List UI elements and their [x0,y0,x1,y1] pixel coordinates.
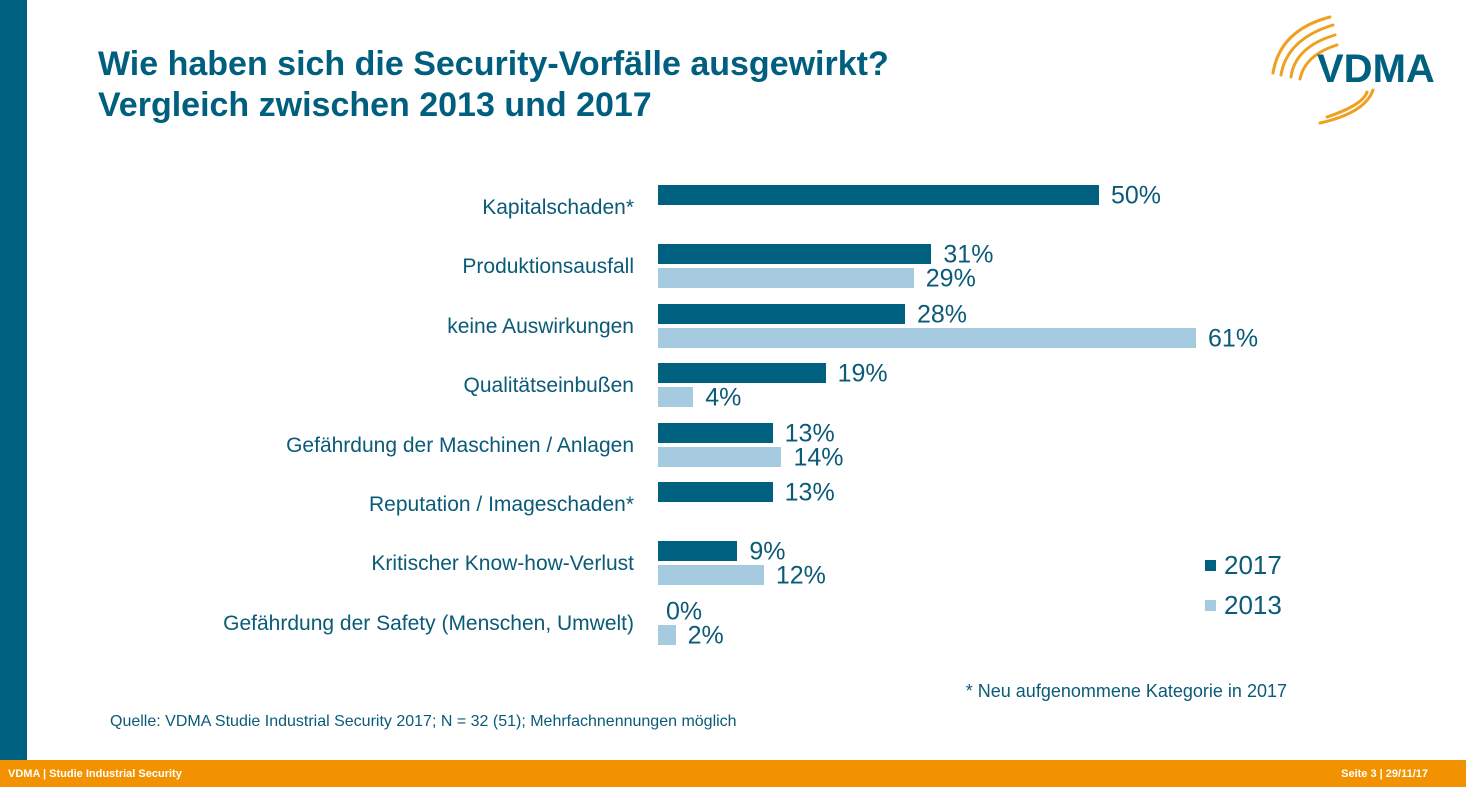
category-label: Qualitätseinbußen [463,374,634,398]
bar-2017 [658,482,773,502]
footer-bar: VDMA | Studie Industrial Security Seite … [0,760,1466,787]
page-title: Wie haben sich die Security-Vorfälle aus… [98,44,889,126]
legend-swatch-2013 [1205,600,1216,611]
svg-text:VDMA: VDMA [1317,47,1435,91]
vdma-logo: VDMA [1271,15,1435,125]
bar-2013 [658,565,764,586]
category-label: Gefährdung der Maschinen / Anlagen [286,433,634,457]
title-line-1: Wie haben sich die Security-Vorfälle aus… [98,45,889,83]
footnote: * Neu aufgenommene Kategorie in 2017 [965,681,1287,701]
data-label-2017: 28% [916,300,967,329]
legend-label: 2017 [1224,550,1282,580]
data-label-2013: 2% [687,621,724,650]
category-label: Reputation / Imageschaden* [368,493,634,516]
left-accent-stripe [0,0,27,760]
bar-2013 [658,624,676,645]
legend-item-2017: 2017 [1205,550,1282,581]
bar-2013 [658,446,782,467]
data-label-2017: 13% [784,419,835,448]
bar-2013 [658,327,1197,348]
footer-left: VDMA | Studie Industrial Security [8,768,182,780]
data-label-2017: 13% [784,478,835,507]
data-label-2013: 61% [1208,324,1259,353]
category-label: Kritischer Know-how-Verlust [371,552,634,576]
data-label-2013: 14% [793,443,844,472]
bar-2013 [658,268,914,289]
bar-2013 [658,387,694,408]
category-label: Kapitalschaden* [482,196,634,219]
data-label-2013: 4% [705,383,742,412]
legend-item-2013: 2013 [1205,590,1282,621]
data-label-2017: 31% [943,240,994,269]
bar-2017 [658,422,773,443]
data-label-2013: 29% [925,264,976,293]
legend-swatch-2017 [1205,560,1216,571]
category-label: keine Auswirkungen [447,314,634,338]
bar-2017 [658,541,738,562]
footer-page: Seite 3 | 29/11/17 [1341,768,1428,780]
bar-2017 [658,244,932,265]
title-line-2: Vergleich zwischen 2013 und 2017 [98,86,652,124]
bar-2017 [658,303,905,324]
data-label-2017: 0% [666,597,703,626]
data-label-2013: 12% [775,561,826,590]
category-label: Produktionsausfall [462,255,634,279]
bar-chart: Kapitalschaden* 50% Produktionsausfall 31% 2… [223,181,1259,650]
bar-2017 [658,363,826,384]
data-label-2017: 19% [837,359,888,388]
bar-2017 [658,185,1099,205]
data-label-2017: 50% [1111,181,1162,210]
category-label: Gefährdung der Safety (Menschen, Umwelt) [223,611,634,635]
legend-label: 2013 [1224,590,1282,620]
data-label-2017: 9% [749,537,786,566]
source-note: Quelle: VDMA Studie Industrial Security … [110,713,737,730]
